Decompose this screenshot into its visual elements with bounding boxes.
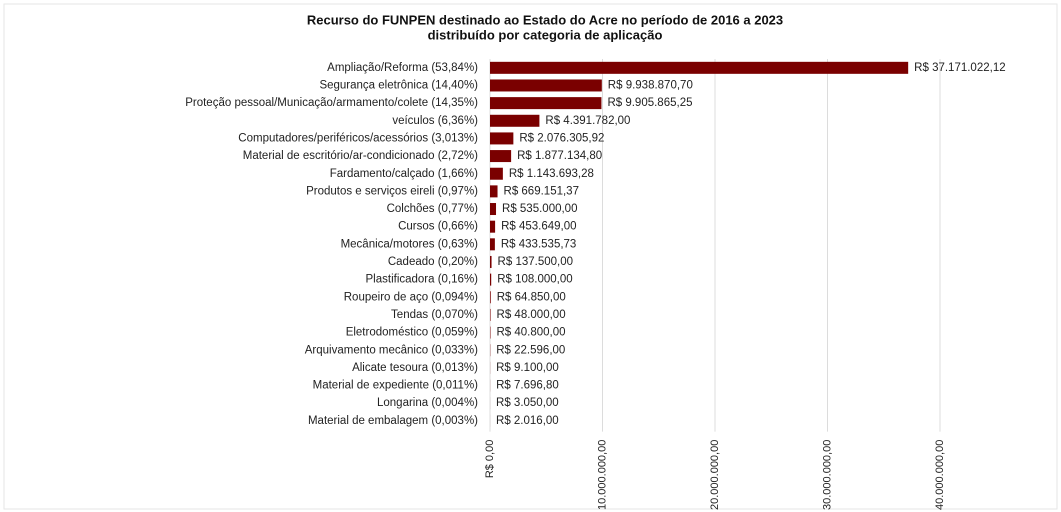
category-label: Plastificadora (0,16%) — [366, 274, 479, 286]
bar — [490, 185, 498, 198]
value-label: R$ 137.500,00 — [498, 256, 573, 268]
bar — [490, 203, 497, 216]
category-label: Arquivamento mecânico (0,033%) — [305, 344, 478, 356]
value-label: R$ 40.800,00 — [496, 327, 565, 339]
category-label: Roupeiro de aço (0,094%) — [344, 291, 478, 303]
bar — [490, 79, 602, 92]
category-label: Proteção pessoal/Municação/armamento/col… — [185, 97, 478, 109]
category-label: Material de escritório/ar-condicionado (… — [243, 150, 478, 162]
bar — [490, 291, 491, 304]
category-label: Computadores/periféricos/acessórios (3,0… — [238, 132, 478, 144]
value-label: R$ 1.143.693,28 — [509, 168, 594, 180]
bar — [490, 308, 491, 321]
category-label: Fardamento/calçado (1,66%) — [330, 168, 478, 180]
x-tick-label: R$ 0,00 — [484, 440, 496, 479]
category-label: Longarina (0,004%) — [377, 397, 478, 409]
category-label: Material de expediente (0,011%) — [313, 380, 479, 392]
bar — [490, 255, 492, 268]
category-label: Cursos (0,66%) — [398, 221, 478, 233]
chart-frame — [3, 3, 1058, 510]
value-label: R$ 433.535,73 — [501, 238, 576, 250]
x-tick-label: R$ 40.000.000,00 — [934, 440, 946, 512]
value-label: R$ 9.905.865,25 — [607, 97, 692, 109]
bar — [490, 220, 496, 233]
value-label: R$ 7.696,80 — [496, 380, 559, 392]
x-tick-label: R$ 20.000.000,00 — [709, 440, 721, 512]
bar — [490, 61, 909, 74]
value-label: R$ 48.000,00 — [497, 309, 566, 321]
value-label: R$ 1.877.134,80 — [517, 150, 602, 162]
category-label: Produtos e serviços eireli (0,97%) — [306, 185, 478, 197]
category-label: Segurança eletrônica (14,40%) — [319, 80, 478, 92]
value-label: R$ 37.171.022,12 — [914, 62, 1005, 74]
category-label: Colchões (0,77%) — [387, 203, 479, 215]
value-label: R$ 4.391.782,00 — [545, 115, 630, 127]
value-label: R$ 22.596,00 — [496, 344, 565, 356]
bar — [490, 273, 492, 286]
bar — [490, 132, 514, 145]
bar — [490, 97, 602, 110]
category-label: Mecânica/motores (0,63%) — [341, 238, 479, 250]
category-label: Material de embalagem (0,003%) — [308, 415, 478, 427]
value-label: R$ 108.000,00 — [497, 274, 572, 286]
bar — [490, 114, 540, 127]
value-label: R$ 9.938.870,70 — [608, 80, 693, 92]
category-label: Cadeado (0,20%) — [388, 256, 478, 268]
x-tick-label: R$ 10.000.000,00 — [596, 440, 608, 512]
value-label: R$ 2.016,00 — [496, 415, 559, 427]
value-label: R$ 2.076.305,92 — [519, 132, 604, 144]
chart-title: Recurso do FUNPEN destinado ao Estado do… — [307, 12, 783, 27]
value-label: R$ 669.151,37 — [504, 185, 579, 197]
x-tick-label: R$ 30.000.000,00 — [821, 440, 833, 512]
bar — [490, 238, 495, 251]
category-label: Tendas (0,070%) — [391, 309, 478, 321]
category-label: veículos (6,36%) — [392, 115, 478, 127]
bar — [490, 167, 503, 180]
value-label: R$ 3.050,00 — [496, 397, 559, 409]
category-label: Eletrodoméstico (0,059%) — [346, 327, 478, 339]
category-label: Alicate tesoura (0,013%) — [352, 362, 478, 374]
value-label: R$ 64.850,00 — [497, 291, 566, 303]
value-label: R$ 9.100,00 — [496, 362, 559, 374]
category-label: Ampliação/Reforma (53,84%) — [327, 62, 478, 74]
value-label: R$ 453.649,00 — [501, 221, 576, 233]
chart-title: distribuído por categoria de aplicação — [428, 27, 663, 42]
bar — [490, 150, 512, 163]
value-label: R$ 535.000,00 — [502, 203, 577, 215]
